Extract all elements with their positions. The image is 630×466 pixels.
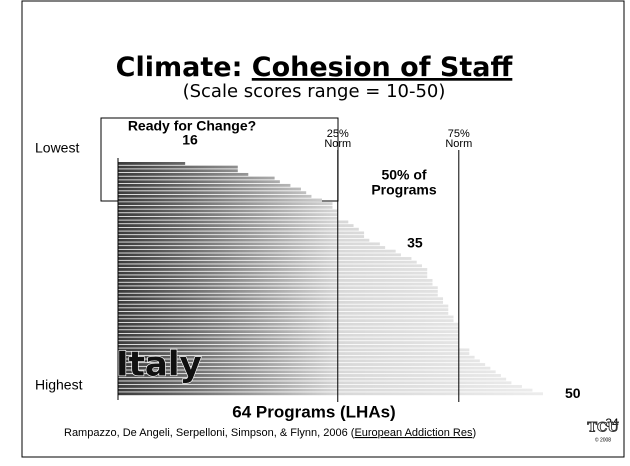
country-label: Italy [116,345,202,385]
bar [118,304,449,308]
bar [118,209,338,213]
norm-label: 75% [448,128,470,140]
bar [118,355,475,359]
title-underlined: Cohesion of Staff [252,52,514,83]
bar [118,235,365,238]
bar [118,282,433,286]
bar [118,268,428,271]
citation: Rampazzo, De Angeli, Serpelloni, Simpson… [64,427,476,439]
bar [118,169,238,173]
bar [118,257,412,260]
bar [118,275,428,279]
bar [118,348,470,352]
value-label: 50 [565,385,581,401]
bar [118,293,438,297]
bar [118,260,417,264]
bar [118,374,501,377]
bar [118,227,359,231]
bar [118,183,291,187]
bar [118,359,480,363]
bar [118,370,496,374]
bar [118,162,186,165]
bar [118,341,459,345]
slide-frame [21,0,625,458]
bar [118,231,365,235]
bar [118,326,459,330]
bar [118,300,444,304]
bar [118,187,301,191]
bar [118,191,307,195]
bar [118,165,238,169]
y-label-bottom: Highest [35,377,83,393]
bar [118,238,370,242]
bar [118,352,470,355]
value-label: 16 [182,132,198,148]
box-label: Ready for Change? [128,118,256,134]
slide-number: 34 [605,416,619,430]
bar [118,172,249,176]
bar [118,333,459,337]
bar [118,319,454,323]
bar [118,271,428,275]
bar [118,180,280,184]
bar [118,377,507,381]
bar [118,297,444,301]
citation-close: ) [472,427,476,439]
value-label: 35 [407,235,423,251]
bar [118,202,333,206]
logo: TCU [587,421,619,436]
bar [118,213,338,217]
bar [118,216,338,220]
bar [118,337,459,341]
bar [118,286,438,290]
title: Climate: Cohesion of Staff [116,52,514,83]
bar [118,279,433,282]
bar [118,311,449,315]
bar [118,246,386,249]
norm-label: Norm [445,138,472,150]
bar [118,363,486,366]
bar [118,366,491,370]
bar [118,264,422,268]
bar [118,289,438,293]
bar [118,194,312,198]
bar [118,388,533,392]
bar [118,344,459,348]
bar [118,330,459,334]
bar [118,249,396,253]
bar [118,253,401,257]
bar [118,198,322,202]
citation-text: Rampazzo, De Angeli, Serpelloni, Simpson… [64,427,355,439]
bar [118,315,454,319]
citation-journal: European Addiction Res [354,427,473,439]
y-label-top: Lowest [35,140,79,156]
bar [118,242,380,246]
title-prefix: Climate: [116,52,252,83]
bar [118,220,349,224]
bar [118,385,522,388]
bar [118,308,449,312]
norm-label: Norm [324,138,351,150]
bar [118,176,275,180]
bar [118,392,543,396]
bar [118,322,459,326]
norm-label: 25% [327,128,349,140]
bar [118,224,354,228]
logo-year: © 2008 [595,436,611,443]
x-axis-label: 64 Programs (LHAs) [232,402,395,421]
bar [118,205,333,209]
bar [118,381,512,385]
subtitle: (Scale scores range = 10-50) [183,81,446,102]
middle-label: Programs [371,182,437,198]
middle-label: 50% of [381,167,426,183]
